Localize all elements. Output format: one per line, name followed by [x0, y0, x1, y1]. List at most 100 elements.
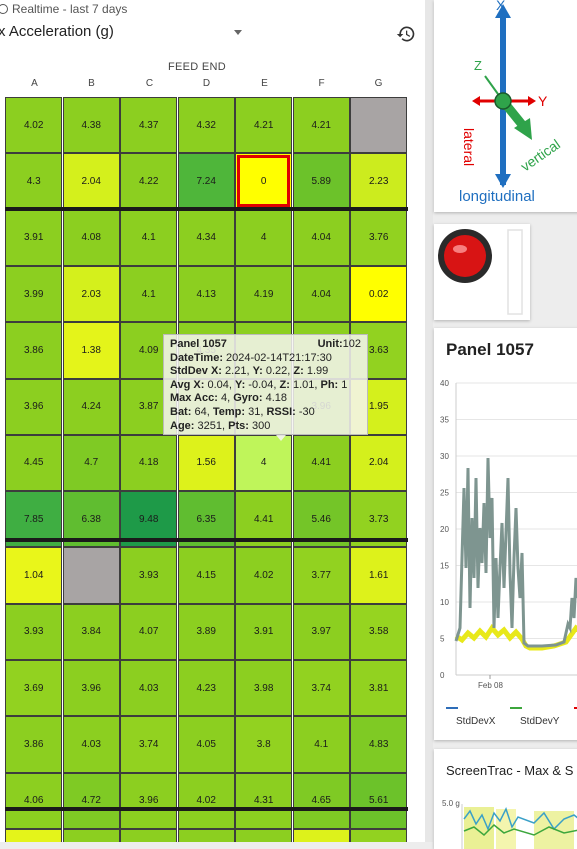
grid-cell[interactable]: 4.23: [177, 660, 235, 717]
grid-cell[interactable]: 0: [235, 153, 293, 210]
grid-cell[interactable]: 4.18: [120, 434, 178, 492]
cell-value: 4.45: [23, 457, 44, 469]
cell-value: 6.38: [81, 513, 101, 525]
grid-cell[interactable]: 4.38: [62, 97, 120, 154]
grid-cell[interactable]: 7.24: [177, 153, 235, 210]
grid-cell[interactable]: 3.77: [292, 547, 350, 604]
grid-cell[interactable]: 3.96: [62, 828, 120, 842]
grid-cell[interactable]: 4.21: [235, 97, 293, 154]
grid-cell[interactable]: 4.34: [177, 209, 235, 266]
y-arrowhead: [528, 96, 536, 106]
grid-cell[interactable]: 4.04: [292, 265, 350, 323]
grid-cell[interactable]: [62, 547, 120, 604]
grid-cell[interactable]: 3.8: [235, 716, 293, 773]
cell-value: 4.1: [314, 738, 329, 750]
grid-cell[interactable]: 4.21: [292, 97, 350, 154]
y-tick-label: 10: [440, 598, 449, 607]
grid-cell[interactable]: 3.69: [5, 660, 63, 717]
grid-cell[interactable]: 4.19: [235, 265, 293, 323]
grid-cell[interactable]: 3.89: [177, 603, 235, 661]
grid-cell[interactable]: 3.76: [350, 209, 408, 266]
grid-cell[interactable]: 1.04: [5, 547, 63, 604]
grid-cell[interactable]: 4.07: [120, 828, 178, 842]
grid-cell[interactable]: 4.02: [177, 772, 235, 829]
grid-cell[interactable]: 1.61: [350, 547, 408, 604]
grid-cell[interactable]: 4.3: [5, 153, 63, 210]
grid-cell[interactable]: 4.06: [5, 772, 63, 829]
grid-cell[interactable]: 4.45: [5, 434, 63, 492]
metric-selector[interactable]: x Acceleration (g): [0, 23, 114, 40]
grid-cell[interactable]: 4.1: [292, 716, 350, 773]
cell-value: 4.65: [311, 795, 331, 807]
grid-cell[interactable]: 3.58: [350, 603, 408, 661]
grid-cell[interactable]: 3.93: [120, 547, 178, 604]
panel-chart-card: Panel 1057 40 35 30 25 20 15 10 5 0 Feb 08 StdDe…: [434, 328, 577, 740]
grid-cell[interactable]: 3.97: [235, 828, 293, 842]
grid-cell[interactable]: 4.04: [292, 209, 350, 266]
grid-cell[interactable]: 4.03: [62, 716, 120, 773]
grid-cell[interactable]: 4.32: [177, 97, 235, 154]
grid-cell[interactable]: 4.05: [177, 716, 235, 773]
grid-cell[interactable]: 3.97: [292, 603, 350, 661]
legend-stddevx[interactable]: StdDevX: [456, 716, 496, 727]
grid-cell[interactable]: 4.65: [292, 772, 350, 829]
chevron-down-icon[interactable]: [234, 30, 242, 35]
grid-cell[interactable]: 4.24: [62, 378, 120, 435]
grid-cell[interactable]: 0.02: [350, 265, 408, 323]
grid-cell[interactable]: 1.63: [292, 828, 350, 842]
grid-cell[interactable]: 5.61: [350, 772, 408, 829]
grid-cell[interactable]: 1.16: [5, 828, 63, 842]
grid-cell[interactable]: 4.02: [235, 547, 293, 604]
grid-cell[interactable]: [350, 97, 408, 154]
history-icon[interactable]: [396, 24, 416, 44]
grid-cell[interactable]: 3.81: [350, 660, 408, 717]
grid-cell[interactable]: 2.04: [62, 153, 120, 210]
grid-cell[interactable]: 4.08: [62, 209, 120, 266]
grid-cell[interactable]: 4.22: [120, 153, 178, 210]
grid-cell[interactable]: 4.15: [177, 547, 235, 604]
legend-stddevy[interactable]: StdDevY: [520, 716, 560, 727]
grid-cell[interactable]: 4.72: [62, 772, 120, 829]
grid-cell[interactable]: 4.83: [350, 716, 408, 773]
grid-cell[interactable]: 2.04: [350, 434, 408, 492]
grid-cell[interactable]: 5.89: [292, 153, 350, 210]
grid-cell[interactable]: 3.88: [177, 828, 235, 842]
cell-value: 4.38: [81, 119, 101, 131]
grid-cell[interactable]: 4: [235, 209, 293, 266]
grid-cell[interactable]: 3.86: [5, 716, 63, 773]
grid-cell[interactable]: 1.38: [62, 322, 120, 379]
status-led: [438, 229, 523, 315]
grid-cell[interactable]: 4.31: [235, 772, 293, 829]
grid-cell[interactable]: 4.02: [5, 97, 63, 154]
grid-cell[interactable]: 3.93: [5, 603, 63, 661]
grid-cell[interactable]: 3.96: [120, 772, 178, 829]
grid-cell[interactable]: 3.91: [5, 209, 63, 266]
grid-cell[interactable]: 4.03: [120, 660, 178, 717]
grid-cell[interactable]: 4.37: [120, 97, 178, 154]
grid-cell[interactable]: 2.23: [350, 153, 408, 210]
grid-cell[interactable]: 4.13: [177, 265, 235, 323]
grid-cell[interactable]: 4.07: [120, 603, 178, 661]
grid-cell[interactable]: 3.84: [62, 603, 120, 661]
grid-cell[interactable]: 3.74: [292, 660, 350, 717]
grid-cell[interactable]: 3.73: [350, 828, 408, 842]
longitudinal-label: longitudinal: [459, 188, 535, 205]
grid-cell[interactable]: 3.98: [235, 660, 293, 717]
grid-cell[interactable]: 4.1: [120, 265, 178, 323]
grid-cell[interactable]: 3.91: [235, 603, 293, 661]
grid-cell[interactable]: 3.99: [5, 265, 63, 323]
stddev-x-line: [454, 457, 577, 648]
grid-cell[interactable]: 3.86: [5, 322, 63, 379]
grid-cell[interactable]: 1.56: [177, 434, 235, 492]
grid-cell[interactable]: 3.96: [62, 660, 120, 717]
cell-value: 3.97: [311, 626, 331, 638]
tooltip-unit-label: Unit:: [317, 338, 343, 350]
grid-cell[interactable]: 3.74: [120, 716, 178, 773]
grid-cell[interactable]: 4: [235, 434, 293, 492]
grid-cell[interactable]: 2.03: [62, 265, 120, 323]
heatmap-panel: Realtime - last 7 days x Acceleration (g…: [0, 0, 425, 842]
grid-cell[interactable]: 4.41: [292, 434, 350, 492]
grid-cell[interactable]: 4.1: [120, 209, 178, 266]
grid-cell[interactable]: 3.96: [5, 378, 63, 435]
grid-cell[interactable]: 4.7: [62, 434, 120, 492]
